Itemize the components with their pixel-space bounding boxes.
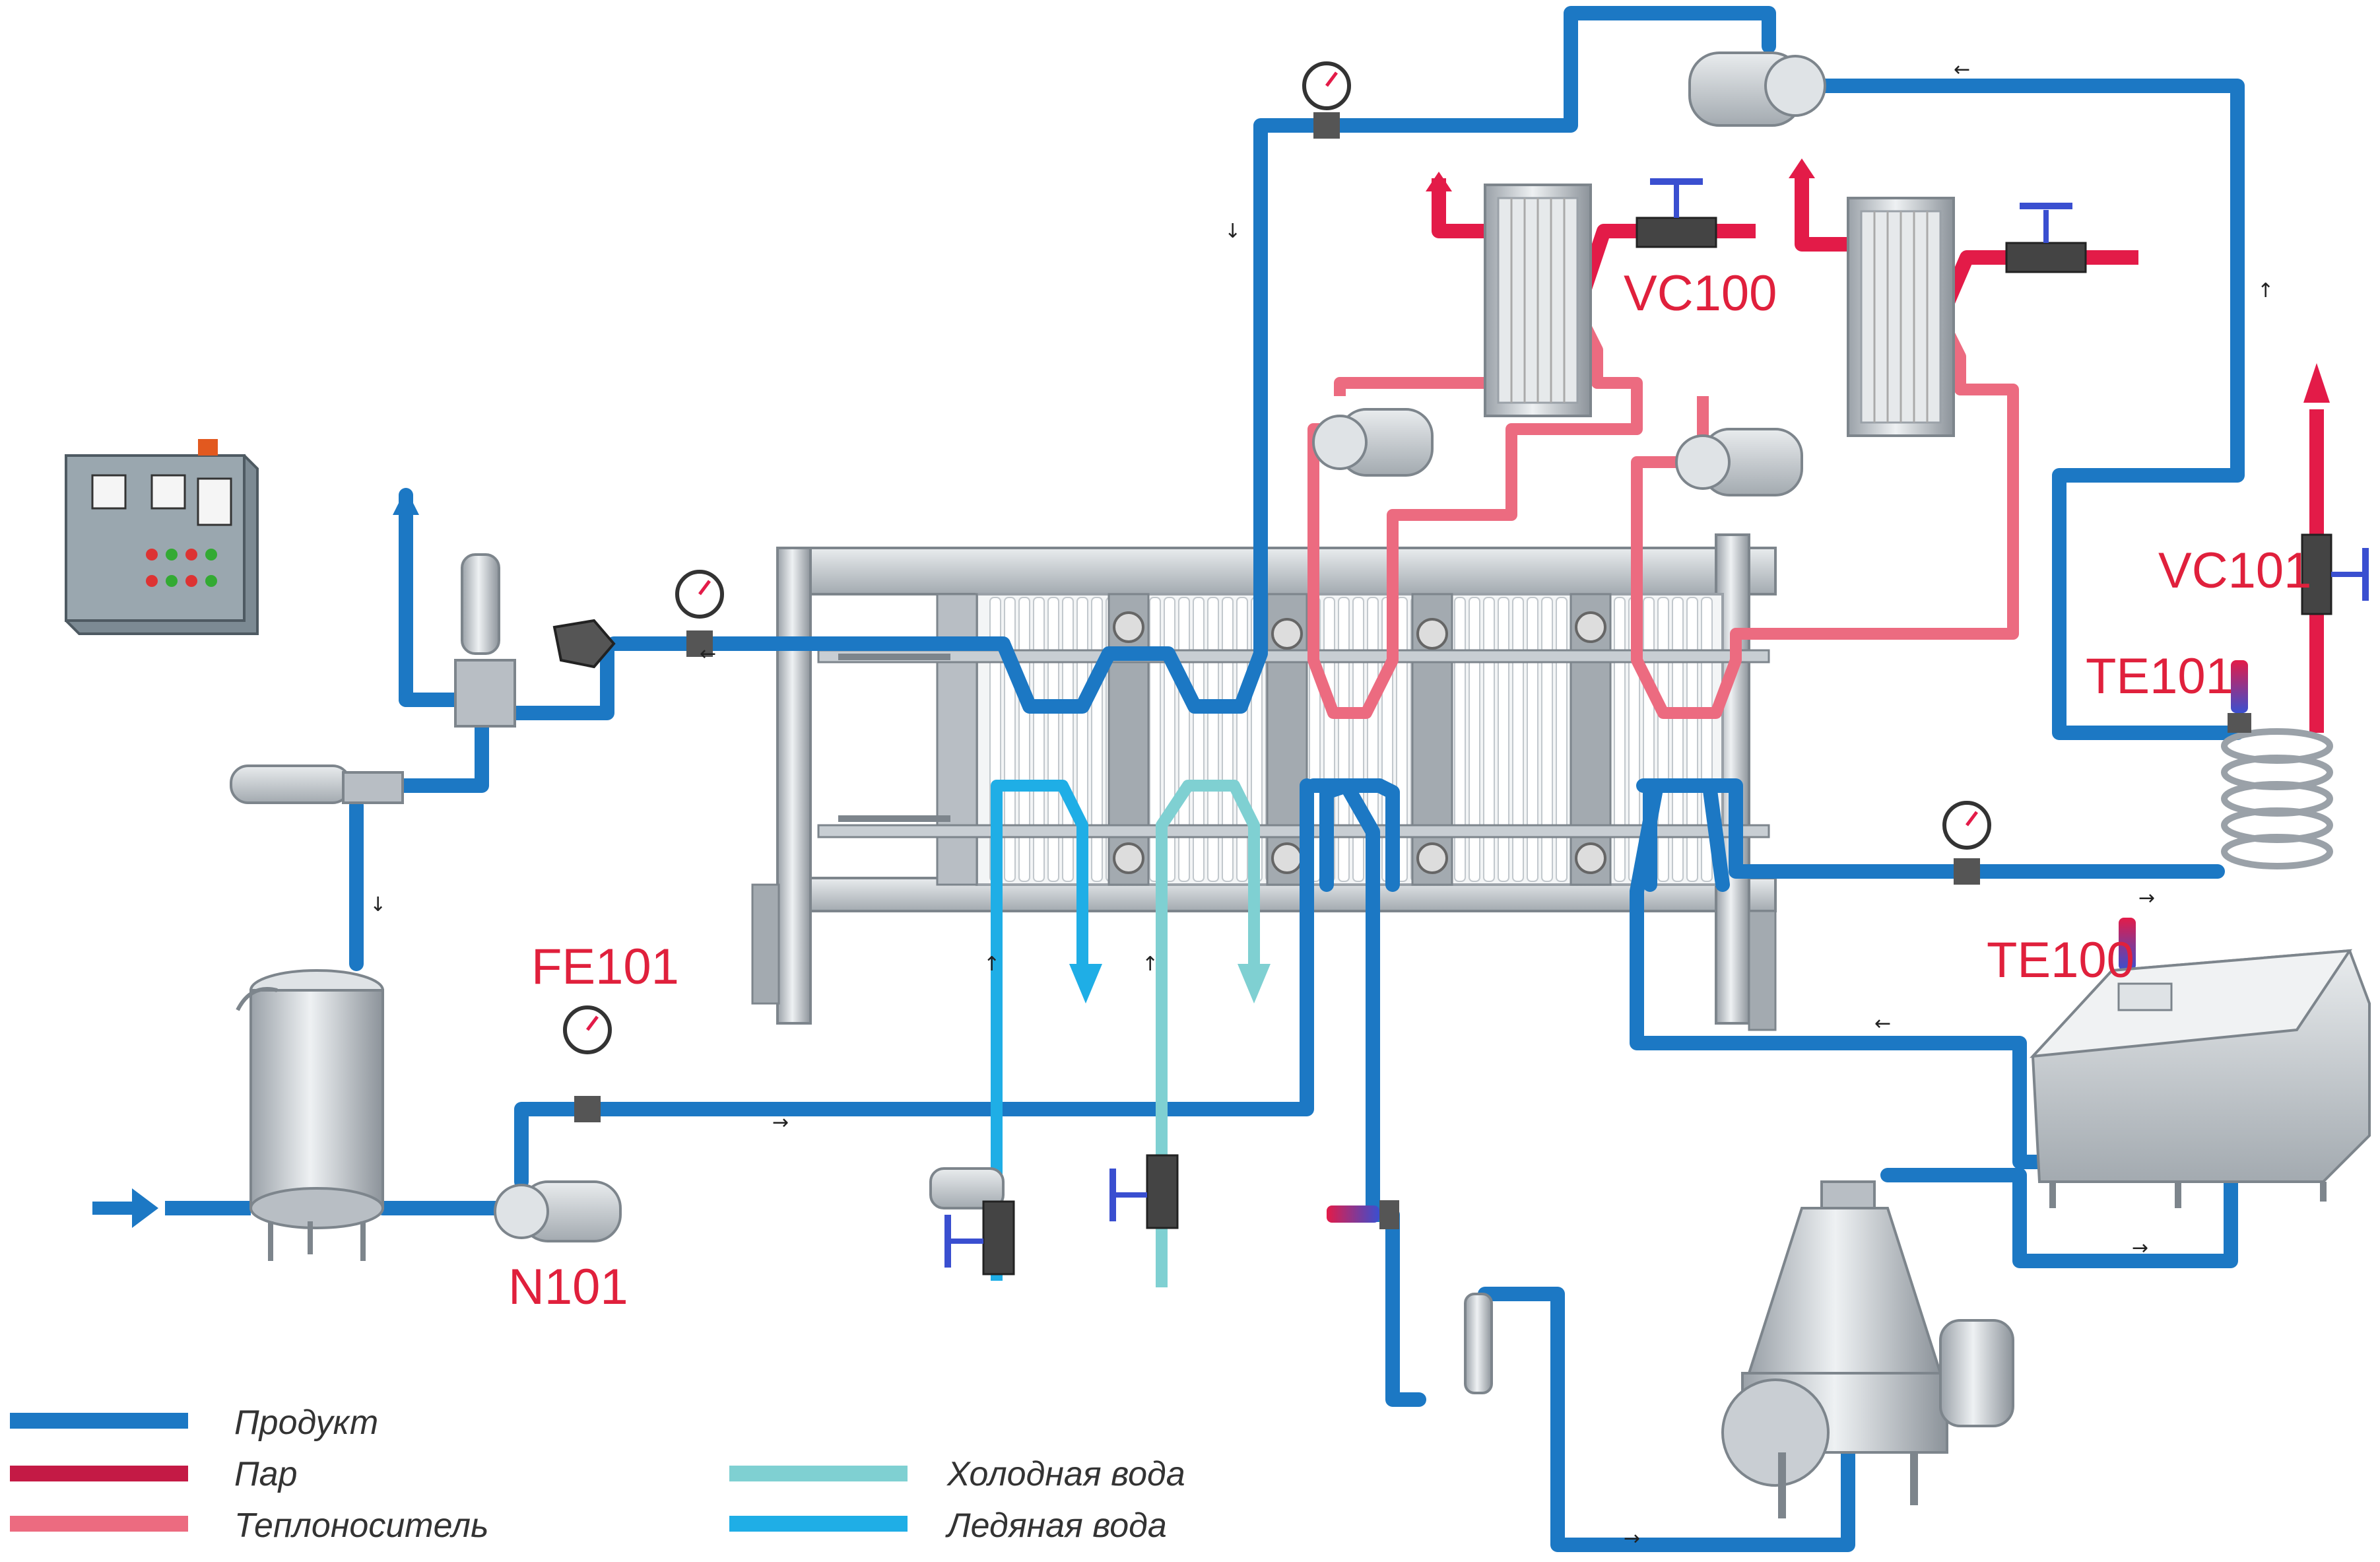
legend-swatch-product <box>10 1413 188 1429</box>
control-valve-icon <box>230 553 516 804</box>
vc101-label: VC101 <box>2158 543 2311 599</box>
flow-direction-arrows: ← → → ← ← → → ↓ ↓ ↑ ↑ ↑ <box>370 58 2274 1550</box>
svg-text:→: → <box>1624 1527 1640 1550</box>
exchanger-plate <box>1512 597 1524 882</box>
legend-label-heat-carrier: Теплоноситель <box>234 1507 488 1545</box>
exchanger-plate <box>1047 597 1059 882</box>
centrifugal-pump-icon <box>494 1180 622 1242</box>
control-cabinet-icon <box>65 439 259 635</box>
exchanger-plate <box>1338 597 1350 882</box>
inlet-arrow-icon <box>92 1188 158 1228</box>
holding-coil-icon <box>2221 728 2333 869</box>
plate-heat-exchanger-icon <box>1847 197 1955 437</box>
exchanger-plate <box>1062 597 1074 882</box>
tag-labels: VC100 VC101 TE101 TE100 FE101 N101 <box>508 265 2311 1315</box>
control-valve-icon <box>1464 1293 1493 1394</box>
svg-text:→: → <box>2132 1237 2148 1260</box>
exchanger-plate <box>1149 597 1161 882</box>
vc100-label: VC100 <box>1624 265 1777 322</box>
legend-swatch-steam <box>10 1466 188 1481</box>
control-valve-icon <box>1109 1154 1179 1229</box>
exchanger-plate <box>1556 597 1568 882</box>
temperature-sensor-icon <box>2119 918 2136 970</box>
exchanger-plate <box>1033 597 1045 882</box>
svg-text:←: ← <box>1874 1012 1891 1035</box>
te101-label: TE101 <box>2086 648 2233 704</box>
control-valve-icon <box>929 1167 1015 1275</box>
legend-swatch-ice-water <box>729 1516 908 1532</box>
storage-tank-icon <box>236 969 384 1261</box>
centrifugal-pump-icon <box>1688 51 1826 127</box>
exchanger-plate <box>1454 597 1466 882</box>
control-valve-icon <box>1636 178 1717 248</box>
exchanger-plate <box>1222 597 1234 882</box>
legend-swatch-heat-carrier <box>10 1516 188 1532</box>
exchanger-plate <box>1686 597 1698 882</box>
backpressure-valve-icon <box>552 619 616 669</box>
legend-label-ice-water: Ледяная вода <box>945 1507 1167 1545</box>
n101-label: N101 <box>508 1259 628 1315</box>
centrifugal-pump-icon <box>1675 428 1803 496</box>
legend-swatch-cold-water <box>729 1466 908 1481</box>
pressure-gauge-icon <box>1942 801 1991 885</box>
pressure-gauge-icon <box>563 1005 612 1122</box>
svg-text:↑: ↑ <box>1142 953 1158 976</box>
exchanger-plate <box>1541 597 1553 882</box>
exchanger-plate <box>1614 597 1626 882</box>
svg-text:←: ← <box>700 642 716 665</box>
svg-text:→: → <box>772 1111 789 1134</box>
exchanger-plate <box>1193 597 1205 882</box>
pressure-gauge-icon <box>675 570 724 657</box>
exchanger-plate <box>1352 597 1364 882</box>
temperature-sensor-icon <box>2228 660 2251 733</box>
plate-pasteurizer <box>751 533 1777 1031</box>
exchanger-plate <box>1018 597 1030 882</box>
te100-label: TE100 <box>1987 932 2134 988</box>
fe101-label: FE101 <box>531 939 679 995</box>
legend-label-product: Продукт <box>234 1404 378 1442</box>
water-pipes <box>991 780 1271 1287</box>
control-valve-icon <box>2005 203 2087 273</box>
plate-heat-exchanger-icon <box>1484 184 1592 417</box>
legend-label-cold-water: Холодная вода <box>946 1455 1185 1493</box>
pressure-gauge-icon <box>1302 61 1351 139</box>
centrifugal-pump-icon <box>1312 408 1434 477</box>
exchanger-plate <box>1469 597 1480 882</box>
svg-text:↑: ↑ <box>2257 279 2274 302</box>
svg-text:↑: ↑ <box>983 953 1000 976</box>
control-valve-icon <box>2301 533 2369 615</box>
separator-icon <box>1721 1180 2014 1518</box>
exchanger-plate <box>1672 597 1684 882</box>
legend: Продукт Пар Теплоноситель Холодная вода … <box>10 1404 1185 1545</box>
exchanger-plate <box>1091 597 1103 882</box>
exchanger-plate <box>1236 597 1248 882</box>
exchanger-plate <box>1498 597 1509 882</box>
legend-label-steam: Пар <box>234 1455 298 1493</box>
exchanger-plate <box>1483 597 1495 882</box>
svg-text:←: ← <box>1954 58 1970 81</box>
up-arrow-icon <box>393 489 419 515</box>
product-pipes <box>165 6 2245 1552</box>
exchanger-plate <box>1657 597 1669 882</box>
exchanger-plate <box>1527 597 1538 882</box>
exchanger-plate <box>1178 597 1190 882</box>
svg-text:→: → <box>2138 887 2155 910</box>
homogenizer-icon <box>2029 949 2371 1208</box>
svg-text:↓: ↓ <box>1224 220 1241 243</box>
svg-text:↓: ↓ <box>370 893 386 916</box>
temperature-sensor-icon <box>1327 1200 1399 1229</box>
exchanger-plate <box>1207 597 1219 882</box>
